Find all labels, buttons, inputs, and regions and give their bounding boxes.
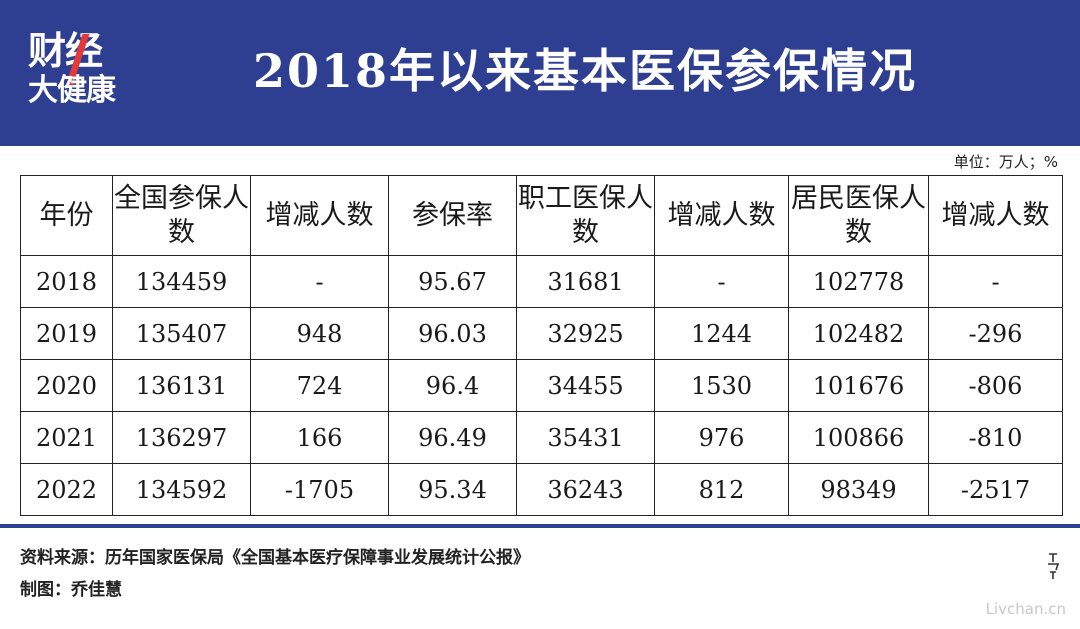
cell-coverage-rate: 96.03 (388, 307, 517, 360)
cell-resident-change: -810 (928, 411, 1063, 464)
cell-resident-insured: 101676 (788, 359, 929, 412)
table-row: 2018 134459 - 95.67 31681 - 102778 - (20, 255, 1063, 308)
cell-total-change: 166 (250, 411, 389, 464)
header-divider (0, 143, 1080, 146)
cell-employee-insured: 32925 (516, 307, 655, 360)
cell-employee-insured: 36243 (516, 463, 655, 516)
table-row: 2019 135407 948 96.03 32925 1244 102482 … (20, 307, 1063, 360)
cell-year: 2021 (20, 411, 113, 464)
cell-total-change: -1705 (250, 463, 389, 516)
cell-employee-change: - (654, 255, 789, 308)
cell-year: 2019 (20, 307, 113, 360)
column-header-year: 年份 (20, 175, 113, 256)
seal-mark-icon (1048, 553, 1060, 579)
cell-coverage-rate: 95.34 (388, 463, 517, 516)
cell-employee-change: 1530 (654, 359, 789, 412)
chart-author-note: 制图：乔佳慧 (20, 580, 122, 600)
table-header-row: 年份 全国参保人数 增减人数 参保率 职工医保人数 增减人数 居民医保人数 增减… (20, 175, 1063, 256)
cell-total-insured: 136297 (112, 411, 251, 464)
brand-logo: 财经 大健康 (28, 30, 128, 114)
cell-employee-change: 976 (654, 411, 789, 464)
cell-coverage-rate: 95.67 (388, 255, 517, 308)
page-title: 2018年以来基本医保参保情况 (252, 44, 918, 98)
column-header-employee-insured: 职工医保人数 (516, 175, 655, 256)
column-header-coverage-rate: 参保率 (388, 175, 517, 256)
cell-resident-insured: 98349 (788, 463, 929, 516)
cell-resident-insured: 100866 (788, 411, 929, 464)
cell-total-change: - (250, 255, 389, 308)
logo-text-top: 财经 (28, 29, 103, 73)
cell-coverage-rate: 96.49 (388, 411, 517, 464)
cell-resident-insured: 102482 (788, 307, 929, 360)
table-row: 2022 134592 -1705 95.34 36243 812 98349 … (20, 463, 1063, 516)
footer-divider (0, 524, 1080, 528)
column-header-total-insured: 全国参保人数 (112, 175, 251, 256)
cell-resident-insured: 102778 (788, 255, 929, 308)
cell-employee-insured: 35431 (516, 411, 655, 464)
cell-total-insured: 135407 (112, 307, 251, 360)
data-source-note: 资料来源：历年国家医保局《全国基本医疗保障事业发展统计公报》 (20, 548, 530, 568)
column-header-resident-insured: 居民医保人数 (788, 175, 929, 256)
cell-total-change: 724 (250, 359, 389, 412)
unit-label: 单位：万人；% (953, 153, 1058, 171)
cell-employee-insured: 31681 (516, 255, 655, 308)
cell-total-insured: 134459 (112, 255, 251, 308)
cell-employee-change: 812 (654, 463, 789, 516)
cell-total-change: 948 (250, 307, 389, 360)
column-header-employee-change: 增减人数 (654, 175, 789, 256)
cell-resident-change: -806 (928, 359, 1063, 412)
cell-year: 2022 (20, 463, 113, 516)
cell-resident-change: -2517 (928, 463, 1063, 516)
header-banner: 财经 大健康 2018年以来基本医保参保情况 (0, 0, 1080, 143)
cell-total-insured: 136131 (112, 359, 251, 412)
cell-total-insured: 134592 (112, 463, 251, 516)
cell-resident-change: -296 (928, 307, 1063, 360)
cell-employee-insured: 34455 (516, 359, 655, 412)
cell-resident-change: - (928, 255, 1063, 308)
cell-year: 2020 (20, 359, 113, 412)
column-header-resident-change: 增减人数 (928, 175, 1063, 256)
logo-text-bottom: 大健康 (28, 73, 116, 108)
watermark-text: Livchan.cn (985, 600, 1066, 618)
table-row: 2020 136131 724 96.4 34455 1530 101676 -… (20, 359, 1063, 412)
table-row: 2021 136297 166 96.49 35431 976 100866 -… (20, 411, 1063, 464)
column-header-total-change: 增减人数 (250, 175, 389, 256)
insurance-table: 年份 全国参保人数 增减人数 参保率 职工医保人数 增减人数 居民医保人数 增减… (20, 175, 1063, 516)
cell-coverage-rate: 96.4 (388, 359, 517, 412)
cell-year: 2018 (20, 255, 113, 308)
cell-employee-change: 1244 (654, 307, 789, 360)
